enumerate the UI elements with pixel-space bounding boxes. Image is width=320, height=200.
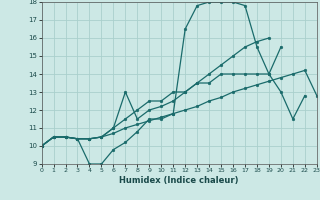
X-axis label: Humidex (Indice chaleur): Humidex (Indice chaleur) (119, 176, 239, 185)
